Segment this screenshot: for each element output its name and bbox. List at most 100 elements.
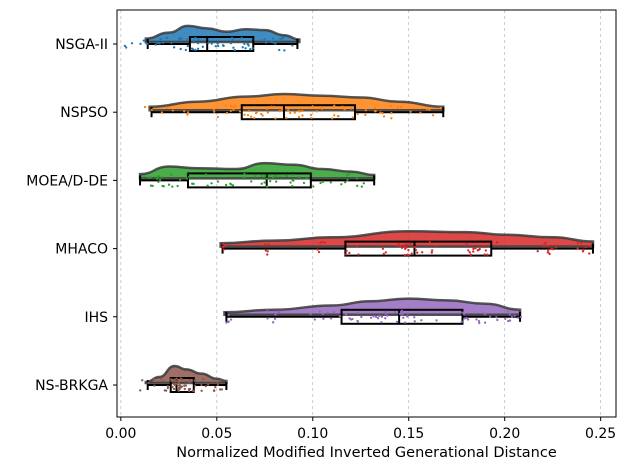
jitter-point: [253, 175, 257, 178]
jitter-point: [200, 389, 203, 392]
jitter-point: [159, 37, 162, 41]
jitter-point: [210, 182, 213, 185]
jitter-point: [321, 312, 325, 316]
jitter-point: [139, 42, 142, 45]
jitter-point: [488, 315, 492, 319]
jitter-point: [345, 174, 349, 177]
jitter-point: [466, 318, 470, 321]
iqr-box: [240, 104, 356, 121]
jitter-point: [319, 241, 322, 245]
jitter-point: [478, 321, 481, 325]
jitter-point: [407, 248, 410, 252]
jitter-point: [364, 109, 368, 112]
jitter-point: [343, 108, 346, 111]
jitter-point: [124, 46, 128, 49]
jitter-point: [483, 321, 487, 324]
jitter-point: [344, 181, 347, 184]
jitter-point: [157, 175, 161, 178]
jitter-point: [145, 42, 148, 45]
jitter-point: [326, 311, 329, 314]
jitter-point: [201, 45, 205, 48]
jitter-point: [250, 180, 253, 183]
jitter-point: [193, 379, 196, 382]
jitter-point: [347, 172, 350, 176]
jitter-point: [364, 113, 367, 117]
jitter-point: [472, 247, 475, 250]
jitter-point: [165, 36, 168, 40]
jitter-point: [163, 389, 166, 392]
jitter-point: [246, 114, 250, 117]
jitter-point: [251, 47, 254, 50]
jitter-point: [338, 315, 341, 318]
jitter-point: [278, 175, 282, 178]
jitter-point: [484, 249, 488, 252]
jitter-point: [374, 109, 377, 113]
jitter-point: [373, 106, 377, 110]
jitter-point: [161, 41, 165, 44]
jitter-point: [301, 109, 304, 113]
jitter-point: [232, 108, 235, 112]
jitter-point: [152, 377, 155, 381]
x-tick-label: 0.00: [105, 426, 136, 442]
jitter-point: [581, 250, 585, 253]
jitter-point: [519, 315, 523, 319]
jitter-point: [474, 247, 477, 250]
jitter-point: [266, 317, 269, 320]
y-tick-label: IHS: [84, 310, 108, 326]
x-tick-label: 0.05: [201, 426, 232, 442]
jitter-point: [274, 117, 277, 120]
jitter-point: [243, 42, 246, 46]
jitter-point: [348, 251, 351, 255]
jitter-point: [283, 49, 286, 52]
jitter-point: [280, 108, 284, 111]
jitter-point: [225, 379, 228, 383]
jitter-point: [472, 250, 475, 253]
jitter-point: [357, 253, 360, 256]
jitter-point: [155, 177, 159, 180]
jitter-point: [344, 313, 348, 316]
plot-frame: [116, 9, 617, 418]
jitter-point: [517, 316, 520, 320]
jitter-point: [232, 46, 235, 49]
jitter-point: [141, 379, 144, 382]
jitter-point: [298, 175, 301, 179]
jitter-point: [374, 315, 378, 318]
jitter-point: [293, 111, 296, 114]
jitter-point: [272, 321, 275, 324]
jitter-point: [184, 380, 187, 383]
jitter-point: [263, 175, 266, 178]
jitter-point: [171, 109, 175, 112]
y-tick-label: MOEA/D-DE: [26, 173, 108, 189]
jitter-point: [173, 383, 177, 387]
x-tick-label: 0.10: [297, 426, 328, 442]
jitter-point: [381, 247, 385, 250]
density-cloud: [144, 364, 228, 385]
jitter-point: [469, 253, 473, 256]
y-tick-label: NS-BRKGA: [35, 378, 108, 394]
jitter-point: [177, 39, 181, 42]
grid-lines: [120, 10, 601, 417]
jitter-point: [240, 36, 243, 40]
jitter-point: [311, 105, 314, 108]
jitter-point: [482, 245, 485, 249]
jitter-point: [160, 175, 163, 179]
jitter-point: [544, 241, 548, 244]
jitter-point: [305, 177, 308, 180]
jitter-point: [272, 41, 275, 44]
iqr-box: [187, 172, 312, 189]
jitter-point: [588, 252, 591, 255]
jitter-point: [227, 320, 230, 323]
jitter-point: [212, 389, 216, 392]
density-cloud: [219, 230, 595, 248]
jitter-point: [187, 389, 191, 392]
jitter-point: [475, 318, 478, 321]
jitter-point: [269, 180, 272, 183]
jitter-point: [232, 105, 235, 109]
jitter-point: [171, 185, 174, 188]
jitter-point: [320, 107, 324, 110]
jitter-point: [224, 104, 227, 107]
jitter-point: [403, 253, 407, 257]
jitter-point: [425, 108, 429, 111]
y-tick-label: MHACO: [55, 242, 108, 258]
